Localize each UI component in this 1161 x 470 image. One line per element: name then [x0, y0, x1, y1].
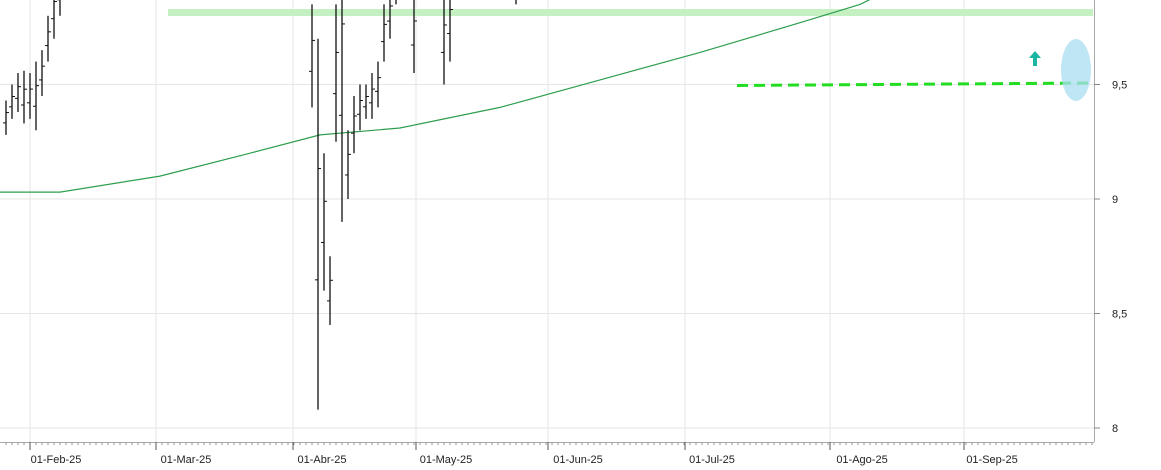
price-bar — [447, 0, 453, 62]
price-bar — [333, 4, 339, 142]
price-bar — [21, 70, 27, 124]
price-bar — [9, 84, 15, 119]
x-tick-label: 01-Abr-25 — [298, 454, 347, 466]
annotation-layer — [168, 9, 1093, 101]
price-bar — [363, 84, 369, 119]
price-bar — [351, 95, 357, 154]
price-bar — [345, 130, 351, 199]
price-bar — [33, 61, 39, 131]
moving-average-layer — [0, 0, 871, 193]
x-tick-label: 01-Mar-25 — [161, 454, 212, 466]
price-bar — [357, 84, 363, 131]
price-bar — [57, 0, 61, 16]
grid-layer — [0, 0, 1094, 442]
price-bar — [27, 73, 33, 119]
x-tick-label: 01-Sep-25 — [966, 454, 1017, 466]
price-bar — [381, 4, 387, 62]
price-bar — [321, 153, 327, 291]
price-bar — [339, 0, 345, 222]
x-tick-label: 01-Jun-25 — [553, 454, 603, 466]
price-bar — [411, 0, 417, 74]
price-bar — [327, 256, 333, 325]
x-tick-label: 01-Jul-25 — [689, 454, 735, 466]
breakout-dashed-line — [736, 81, 1091, 87]
y-tick-label: 8,5 — [1112, 309, 1127, 321]
price-bar — [309, 4, 315, 108]
price-bar — [3, 100, 9, 135]
moving-average-line — [0, 0, 871, 193]
resistance-band — [168, 9, 1093, 16]
x-axis-background — [0, 442, 1161, 470]
x-tick-label: 01-May-25 — [420, 454, 473, 466]
y-tick-label: 9,5 — [1112, 80, 1127, 92]
price-bar — [395, 0, 397, 5]
price-bar — [369, 73, 375, 119]
price-bar — [375, 61, 381, 108]
price-bar — [515, 0, 517, 5]
price-bars-layer — [3, 0, 517, 410]
price-bar — [39, 50, 45, 96]
y-axis-background — [1094, 0, 1161, 442]
price-bar — [315, 38, 321, 410]
highlight-ellipse — [1061, 39, 1091, 101]
price-bar — [15, 73, 21, 112]
price-bar — [441, 0, 447, 85]
x-tick-label: 01-Ago-25 — [836, 454, 887, 466]
x-tick-label: 01-Feb-25 — [31, 454, 82, 466]
price-bar — [51, 0, 57, 39]
y-tick-label: 9 — [1112, 194, 1118, 206]
y-tick-label: 8 — [1112, 423, 1118, 435]
up-arrow-icon — [1029, 51, 1041, 66]
price-bar — [387, 0, 393, 39]
price-bar — [45, 15, 51, 62]
